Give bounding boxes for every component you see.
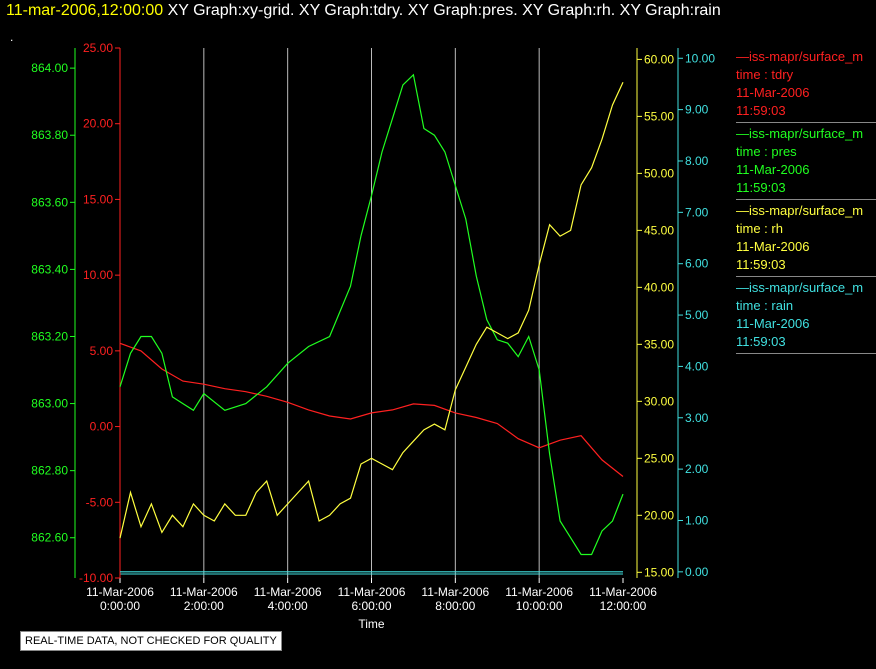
y-tick-label-rh: 45.00	[644, 223, 674, 237]
x-tick-label-time: 8:00:00	[435, 599, 475, 613]
y-tick-label-pres: 863.60	[31, 195, 68, 209]
y-tick-label-pres: 862.60	[31, 531, 68, 545]
y-tick-label-pres: 863.00	[31, 397, 68, 411]
legend-line1: —iss-mapr/surface_m	[736, 203, 864, 218]
y-tick-label-rain: 4.00	[685, 359, 709, 373]
x-tick-label-date: 11-Mar-2006	[505, 585, 573, 599]
y-tick-label-tdry: 15.00	[83, 192, 113, 206]
x-tick-label-date: 11-Mar-2006	[170, 585, 238, 599]
y-tick-label-tdry: 20.00	[83, 117, 113, 131]
legend: —iss-mapr/surface_m time : tdry 11-Mar-200…	[736, 48, 876, 356]
legend-line1: —iss-mapr/surface_m	[736, 49, 864, 64]
y-tick-label-pres: 863.20	[31, 329, 68, 343]
graph-title-bar: 11-mar-2006,12:00:00 XY Graph:xy-grid. X…	[6, 2, 721, 20]
y-tick-label-rain: 9.00	[685, 103, 709, 117]
series-line-tdry	[119, 342, 624, 477]
x-tick-label-date: 11-Mar-2006	[421, 585, 489, 599]
y-tick-label-rain: 6.00	[685, 257, 709, 271]
y-tick-label-rh: 15.00	[644, 565, 674, 579]
x-tick-label-time: 0:00:00	[100, 599, 140, 613]
legend-line2: time : tdry	[736, 67, 794, 82]
x-tick-label-time: 10:00:00	[516, 599, 563, 613]
y-tick-label-tdry: -5.00	[86, 495, 114, 509]
y-tick-label-pres: 863.40	[31, 262, 68, 276]
x-tick-label-date: 11-Mar-2006	[86, 585, 154, 599]
series-line-rh	[119, 81, 624, 539]
y-tick-label-rh: 60.00	[644, 52, 674, 66]
legend-line1: —iss-mapr/surface_m	[736, 280, 864, 295]
title-dot: .	[10, 30, 14, 44]
x-tick-label-time: 12:00:00	[600, 599, 647, 613]
y-tick-label-rh: 20.00	[644, 508, 674, 522]
y-tick-label-rh: 50.00	[644, 166, 674, 180]
graph-titles: XY Graph:xy-grid. XY Graph:tdry. XY Grap…	[167, 2, 721, 19]
y-tick-label-rain: 10.00	[685, 51, 715, 65]
y-tick-label-rain: 7.00	[685, 205, 709, 219]
x-tick-label-date: 11-Mar-2006	[589, 585, 657, 599]
y-tick-label-tdry: 25.00	[83, 41, 113, 55]
x-tick-label-date: 11-Mar-2006	[254, 585, 322, 599]
y-tick-label-rh: 55.00	[644, 109, 674, 123]
y-tick-label-rain: 1.00	[685, 513, 709, 527]
x-axis-label: Time	[358, 617, 385, 631]
legend-line3: 11-Mar-2006	[736, 239, 810, 254]
x-tick-label-date: 11-Mar-2006	[338, 585, 406, 599]
y-tick-label-pres: 863.80	[31, 128, 68, 142]
y-tick-label-rain: 8.00	[685, 154, 709, 168]
y-tick-label-tdry: 5.00	[90, 344, 114, 358]
legend-line3: 11-Mar-2006	[736, 162, 810, 177]
x-tick-label-time: 2:00:00	[184, 599, 224, 613]
legend-line4: 11:59:03	[736, 334, 786, 349]
legend-line1: —iss-mapr/surface_m	[736, 126, 864, 141]
y-tick-label-rh: 40.00	[644, 280, 674, 294]
y-tick-label-rain: 2.00	[685, 462, 709, 476]
x-tick-label-time: 6:00:00	[351, 599, 391, 613]
y-tick-label-rain: 5.00	[685, 308, 709, 322]
legend-line2: time : rain	[736, 298, 794, 313]
y-tick-label-tdry: -10.00	[79, 571, 113, 585]
y-tick-label-tdry: 10.00	[83, 268, 113, 282]
y-tick-label-rh: 25.00	[644, 451, 674, 465]
legend-line3: 11-Mar-2006	[736, 85, 810, 100]
legend-line2: time : rh	[736, 221, 783, 236]
legend-line2: time : pres	[736, 144, 797, 159]
legend-line4: 11:59:03	[736, 180, 786, 195]
series-line-pres	[119, 73, 624, 556]
legend-line4: 11:59:03	[736, 103, 786, 118]
x-tick-label-time: 4:00:00	[268, 599, 308, 613]
y-tick-label-pres: 864.00	[31, 61, 68, 75]
quality-disclaimer-badge: REAL-TIME DATA, NOT CHECKED FOR QUALITY	[20, 631, 282, 651]
y-tick-label-tdry: 0.00	[90, 420, 114, 434]
legend-line4: 11:59:03	[736, 257, 786, 272]
y-tick-label-rain: 3.00	[685, 411, 709, 425]
y-tick-label-rh: 35.00	[644, 337, 674, 351]
legend-line3: 11-Mar-2006	[736, 316, 810, 331]
y-tick-label-pres: 862.80	[31, 464, 68, 478]
y-tick-label-rh: 30.00	[644, 394, 674, 408]
y-tick-label-rain: 0.00	[685, 565, 709, 579]
graph-timestamp: 11-mar-2006,12:00:00	[6, 2, 164, 19]
